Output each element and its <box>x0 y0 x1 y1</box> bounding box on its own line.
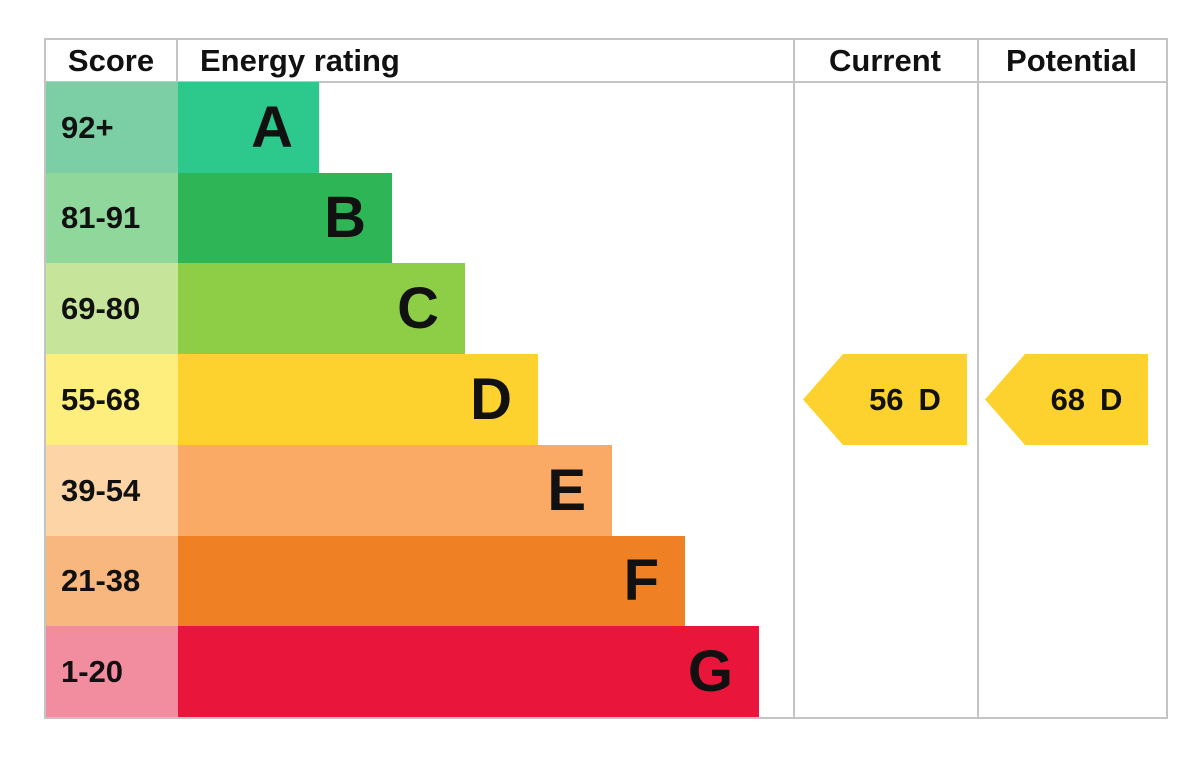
band-bar-c: C <box>178 263 465 354</box>
score-range-d: 55-68 <box>46 354 178 445</box>
potential-rating-arrow: 68 D <box>985 354 1148 445</box>
band-bar-a: A <box>178 82 319 173</box>
band-letter-e: E <box>547 457 586 523</box>
score-column-header: Score <box>46 40 178 81</box>
score-range-c: 69-80 <box>46 263 178 354</box>
band-letter-g: G <box>687 638 733 704</box>
band-letter-f: F <box>623 548 659 613</box>
band-letter-a: A <box>251 94 293 160</box>
band-letter-c: C <box>397 275 439 341</box>
potential-column-divider <box>977 40 979 717</box>
band-row-e: 39-54 E <box>46 445 1166 536</box>
band-bar-b: B <box>178 173 392 263</box>
potential-rating-score: 68 <box>1050 381 1086 417</box>
current-column-divider <box>793 40 795 717</box>
score-range-b: 81-91 <box>46 173 178 263</box>
score-range-g: 1-20 <box>46 626 178 717</box>
band-row-d: 55-68 D <box>46 354 1166 445</box>
band-bar-g: G <box>178 626 759 717</box>
band-row-g: 1-20 G <box>46 626 1166 717</box>
band-bar-d: D <box>178 354 538 445</box>
band-row-a: 92+ A <box>46 82 1166 173</box>
score-range-f: 21-38 <box>46 536 178 626</box>
energy-rating-column-header: Energy rating <box>200 42 400 78</box>
epc-rating-chart: Score Energy rating Current Potential 92… <box>44 38 1168 719</box>
band-row-c: 69-80 C <box>46 263 1166 354</box>
band-bar-e: E <box>178 445 612 536</box>
potential-column-header: Potential <box>1006 42 1137 78</box>
current-rating-band: D <box>918 381 941 417</box>
potential-rating-band: D <box>1100 381 1123 417</box>
band-row-f: 21-38 F <box>46 536 1166 626</box>
score-range-e: 39-54 <box>46 445 178 536</box>
band-letter-d: D <box>470 366 512 432</box>
current-rating-arrow: 56 D <box>803 354 967 445</box>
current-rating-score: 56 <box>869 381 904 417</box>
band-letter-b: B <box>324 185 366 250</box>
band-bar-f: F <box>178 536 685 626</box>
band-row-b: 81-91 B <box>46 173 1166 263</box>
score-range-a: 92+ <box>46 82 178 173</box>
header-row: Score Energy rating Current Potential <box>46 40 1166 83</box>
current-column-header: Current <box>829 42 941 78</box>
